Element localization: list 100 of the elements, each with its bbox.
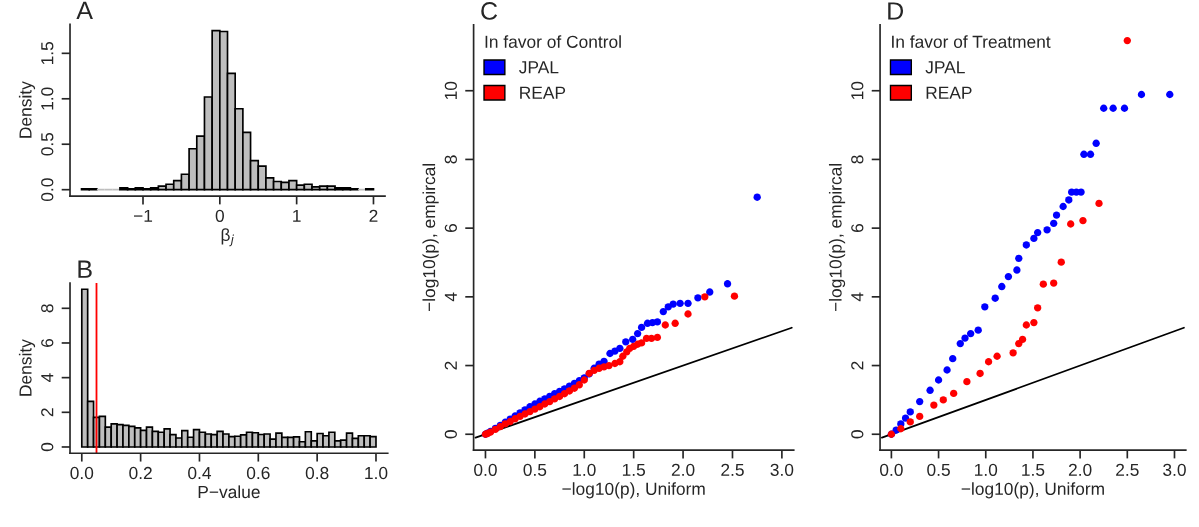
point bbox=[906, 408, 914, 416]
y-tick-label: 0.5 bbox=[41, 132, 54, 156]
y-axis-title: Density bbox=[18, 339, 36, 396]
y-tick-label: 0 bbox=[444, 430, 457, 439]
point bbox=[963, 378, 971, 386]
y-tick-label: 6 bbox=[41, 338, 54, 347]
point bbox=[1077, 188, 1085, 196]
point bbox=[575, 381, 583, 389]
point bbox=[1100, 104, 1108, 112]
point bbox=[616, 344, 624, 353]
legend-title: In favor of Control bbox=[485, 35, 621, 48]
point bbox=[565, 387, 574, 395]
x-tick-label: 0.5 bbox=[523, 463, 547, 476]
point bbox=[1033, 304, 1042, 312]
y-tick-label: 6 bbox=[444, 224, 457, 233]
point bbox=[723, 280, 732, 288]
point bbox=[1039, 280, 1047, 288]
y-tick-label: 1.0 bbox=[41, 87, 54, 110]
y-tick-label: 4 bbox=[444, 292, 457, 302]
point bbox=[976, 369, 984, 378]
point bbox=[1015, 254, 1023, 263]
point bbox=[974, 326, 982, 334]
point bbox=[916, 397, 924, 406]
point bbox=[653, 333, 662, 342]
point bbox=[943, 366, 951, 374]
point bbox=[1018, 335, 1027, 344]
point bbox=[694, 294, 702, 302]
point bbox=[659, 307, 667, 316]
y-axis-title: −log10(p), empircal bbox=[828, 164, 846, 312]
point bbox=[605, 361, 613, 370]
point bbox=[961, 334, 969, 342]
y-tick-label: 2 bbox=[444, 361, 457, 370]
x-tick-label: 0.4 bbox=[188, 466, 212, 480]
x-tick-label: 2.5 bbox=[721, 463, 744, 476]
x-tick-label: 1.0 bbox=[573, 463, 596, 476]
x-tick-label: 3.0 bbox=[770, 463, 794, 476]
point bbox=[993, 352, 1001, 360]
point bbox=[930, 401, 938, 409]
point bbox=[1095, 199, 1103, 208]
y-tick-label: 6 bbox=[851, 224, 864, 233]
point bbox=[998, 282, 1006, 291]
x-tick-label: 3.0 bbox=[1163, 463, 1186, 476]
point bbox=[653, 318, 662, 326]
point bbox=[897, 425, 905, 433]
point bbox=[1120, 104, 1129, 112]
point bbox=[1009, 349, 1017, 357]
x-tick-label: 2.5 bbox=[1116, 463, 1139, 476]
legend-label: JPAL bbox=[925, 61, 965, 74]
point bbox=[701, 293, 709, 301]
point bbox=[1004, 272, 1013, 281]
point bbox=[1067, 220, 1075, 228]
point bbox=[1022, 241, 1031, 249]
x-tick-label: 1.5 bbox=[622, 463, 646, 476]
point bbox=[956, 339, 964, 348]
chart-title: B bbox=[78, 260, 92, 278]
point bbox=[984, 358, 993, 366]
point bbox=[616, 358, 624, 366]
point bbox=[637, 323, 646, 332]
point bbox=[991, 294, 999, 302]
y-tick-label: 10 bbox=[444, 81, 457, 100]
point bbox=[730, 292, 739, 300]
x-tick-label: 1.0 bbox=[975, 463, 998, 476]
x-tick-label: 0.0 bbox=[70, 466, 94, 480]
point bbox=[1030, 318, 1038, 327]
point bbox=[684, 310, 692, 318]
point bbox=[1052, 211, 1061, 219]
point bbox=[934, 376, 943, 384]
point bbox=[901, 414, 910, 422]
point bbox=[629, 335, 637, 344]
point bbox=[1123, 36, 1131, 45]
point bbox=[1086, 150, 1095, 158]
point bbox=[676, 299, 684, 308]
point bbox=[619, 352, 627, 360]
x-tick-label: 0.8 bbox=[305, 466, 329, 480]
y-tick-label: 4 bbox=[851, 292, 864, 302]
x-tick-label: 0.5 bbox=[927, 463, 950, 476]
chart-title: D bbox=[888, 2, 904, 20]
point bbox=[637, 339, 646, 347]
x-tick-label: 1.5 bbox=[1022, 463, 1045, 476]
point bbox=[1079, 216, 1087, 225]
x-tick-label: 2 bbox=[369, 209, 378, 222]
x-axis-title: β$_{j}$ bbox=[221, 228, 234, 247]
x-tick-label: 0.6 bbox=[246, 466, 270, 480]
point bbox=[1050, 219, 1058, 227]
chart-title: C bbox=[481, 2, 498, 20]
point bbox=[1137, 90, 1146, 99]
y-axis-title: Density bbox=[18, 81, 36, 138]
point bbox=[906, 418, 914, 426]
point bbox=[1050, 279, 1058, 287]
point bbox=[981, 303, 989, 311]
point bbox=[966, 329, 975, 338]
y-tick-label: 1.5 bbox=[41, 41, 54, 65]
point bbox=[939, 396, 947, 404]
x-axis-title: P−value bbox=[198, 485, 260, 499]
x-tick-label: 1.0 bbox=[365, 466, 388, 480]
point bbox=[706, 288, 714, 296]
y-tick-label: 8 bbox=[851, 155, 864, 164]
point bbox=[661, 321, 669, 329]
y-tick-label: 0.0 bbox=[41, 178, 54, 202]
legend-label: REAP bbox=[926, 86, 972, 99]
